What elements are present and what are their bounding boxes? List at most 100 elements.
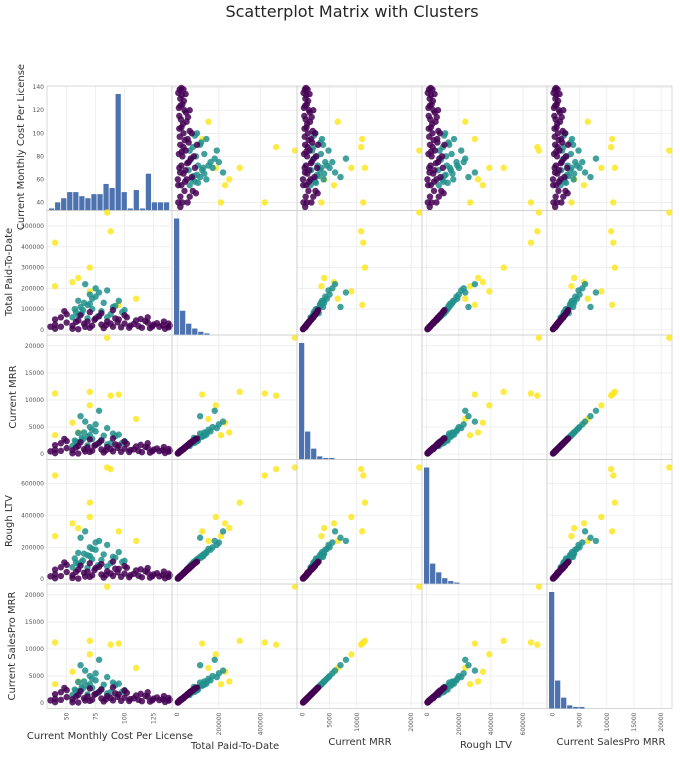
scatter-point	[342, 537, 350, 545]
scatter-point	[200, 164, 207, 172]
scatter-point	[217, 680, 225, 688]
scatter-point	[310, 564, 317, 572]
scatter-point	[86, 423, 94, 431]
panel-2-3	[421, 334, 548, 460]
scatter-point	[226, 176, 233, 183]
scatter-point	[72, 308, 80, 316]
scatter-point	[177, 193, 184, 200]
scatter-point	[449, 170, 456, 177]
y-tick-label: 80	[36, 153, 44, 160]
scatter-point	[177, 203, 184, 211]
panel-0-2	[296, 84, 423, 211]
panel-4-0: 0 5000 10000 15000 20000 50 75 100 125	[25, 583, 174, 724]
scatter-point	[51, 316, 59, 323]
scatter-point	[177, 116, 185, 123]
scatter-point	[314, 684, 322, 691]
scatter-point	[568, 300, 575, 308]
scatter-point	[153, 445, 161, 452]
scatter-point	[207, 158, 214, 166]
scatter-point	[572, 158, 579, 166]
scatter-point	[527, 239, 535, 246]
scatter-point	[308, 199, 315, 206]
y-tick-label: 5000	[29, 424, 44, 431]
scatter-point	[434, 314, 442, 321]
scatter-point	[534, 228, 541, 235]
scatter-point	[57, 564, 65, 571]
scatter-point	[81, 323, 89, 331]
scatter-point	[458, 147, 465, 154]
scatter-point	[555, 136, 562, 144]
scatter-point	[165, 570, 172, 577]
scatter-point	[474, 678, 482, 685]
scatter-point	[348, 651, 355, 658]
scatter-point	[190, 153, 198, 160]
scatter-point	[180, 86, 187, 93]
panel-3-0: 0 200000 400000 600000	[21, 459, 174, 585]
scatter-point	[213, 541, 220, 549]
scatter-point	[486, 651, 493, 658]
scatter-point	[314, 306, 322, 314]
x-tick-label: 5000	[577, 712, 584, 727]
scatter-point	[69, 419, 76, 426]
scatter-point	[291, 464, 299, 471]
panel-4-3: 0 200000 400000 600000	[421, 583, 548, 735]
scatter-point	[92, 670, 99, 677]
scatter-point	[199, 391, 206, 398]
scatter-point	[666, 334, 673, 341]
scatter-point	[86, 637, 94, 645]
y-tick-label: 100	[33, 130, 45, 137]
scatter-point	[79, 306, 87, 314]
scatter-point	[360, 199, 367, 206]
scatter-point	[424, 176, 431, 183]
y-tick-label: 200000	[21, 285, 44, 292]
scatter-point	[211, 407, 218, 414]
histogram-bar	[323, 457, 329, 460]
scatter-point	[102, 447, 110, 454]
scatter-point	[471, 301, 479, 309]
scatter-point	[359, 301, 366, 309]
scatter-point	[576, 164, 583, 172]
scatter-point	[91, 442, 98, 449]
scatter-point	[471, 391, 479, 398]
scatter-point	[474, 176, 482, 183]
scatter-point	[535, 334, 543, 341]
histogram-bar	[139, 208, 145, 211]
scatter-point	[330, 520, 338, 527]
scatter-point	[426, 102, 434, 109]
scatter-point	[310, 107, 317, 114]
scatter-point	[337, 534, 344, 541]
scatter-point	[63, 319, 70, 326]
scatter-point	[57, 572, 65, 580]
scatter-point	[580, 181, 588, 189]
scatter-point	[51, 690, 59, 698]
scatter-point	[440, 190, 447, 197]
scatter-point	[299, 176, 307, 183]
panel-3-1	[171, 459, 299, 585]
scatter-point	[181, 187, 188, 195]
scatter-point	[561, 130, 569, 137]
histogram-bar	[91, 194, 97, 211]
scatter-point	[144, 564, 151, 572]
scatter-point	[304, 320, 311, 327]
scatter-point	[610, 239, 617, 246]
scatter-point	[465, 412, 472, 420]
histogram-bar	[73, 192, 79, 211]
scatter-point	[587, 173, 594, 181]
y-tick-label: 500000	[21, 223, 44, 230]
y-tick-label: 400000	[21, 512, 44, 519]
histogram-bar	[454, 582, 460, 584]
scatter-point	[330, 181, 338, 189]
scatter-point	[77, 312, 84, 319]
scatter-point	[291, 147, 299, 154]
x-tick-label: 15000	[631, 712, 638, 731]
scatter-point	[534, 641, 541, 648]
scatter-point	[137, 315, 144, 323]
scatter-point	[441, 306, 448, 314]
scatter-point	[570, 274, 578, 282]
y-tick-label: 10000	[25, 397, 44, 404]
scatter-point	[435, 193, 443, 200]
scatter-point	[51, 390, 59, 397]
scatter-point	[193, 171, 201, 178]
histogram-bar	[299, 343, 305, 460]
histogram-bar	[115, 94, 121, 211]
